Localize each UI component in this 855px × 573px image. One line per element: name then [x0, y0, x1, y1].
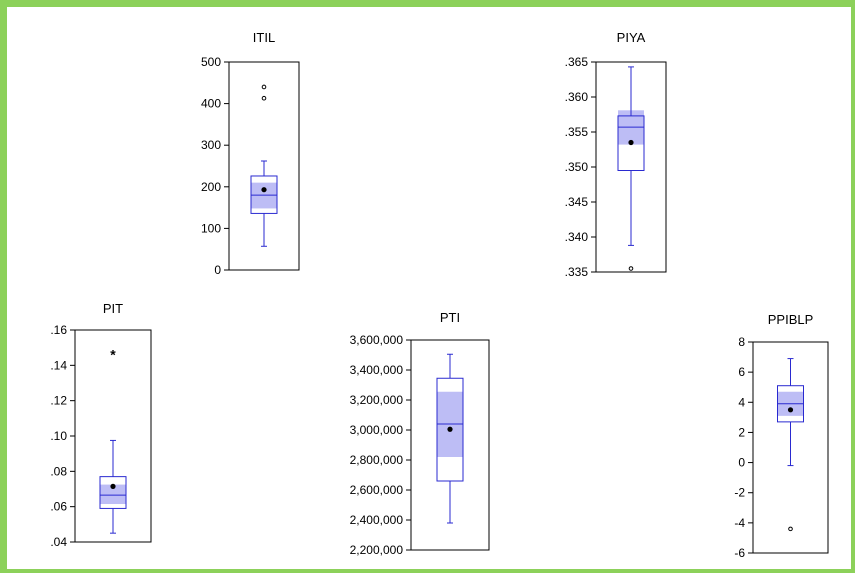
y-tick-label: 0 [738, 456, 745, 470]
y-tick-label: -6 [734, 546, 745, 560]
chart-title: PPIBLP [768, 312, 814, 327]
plot-area [752, 341, 829, 554]
y-tick-label: 3,400,000 [350, 363, 404, 377]
y-tick-label: 2,800,000 [350, 453, 404, 467]
y-tick-label: 200 [201, 180, 221, 194]
y-tick-label: .335 [565, 265, 589, 279]
chart-title: PIT [103, 301, 123, 316]
y-tick-label: 3,200,000 [350, 393, 404, 407]
panel-itil: ITIL 0 100 200 300 400 500 [201, 30, 300, 277]
y-tick-label: 6 [738, 365, 745, 379]
y-tick-label: .355 [565, 125, 589, 139]
panel-pti: PTI 2,200,000 2,400,000 2,600,000 2,800,000 3… [350, 310, 490, 557]
y-tick-label: 8 [738, 335, 745, 349]
y-tick-label: 500 [201, 55, 221, 69]
y-tick-label: 2,600,000 [350, 483, 404, 497]
y-tick-label: .360 [565, 90, 589, 104]
outlier-point [788, 526, 793, 532]
y-tick-label: .04 [50, 535, 67, 549]
panel-pit: PIT .04 .06 .08 .10 .12 .14 .16 * [50, 301, 152, 549]
y-tick-label: .08 [50, 464, 67, 478]
chart-title: ITIL [253, 30, 275, 45]
mean-point [447, 426, 453, 432]
y-tick-label: 3,000,000 [350, 423, 404, 437]
mean-point [787, 407, 794, 413]
plot-area [410, 339, 490, 551]
mean-point [628, 139, 634, 146]
panel-ppiblp: PPIBLP -6 -4 -2 0 2 4 6 8 [734, 312, 829, 560]
y-tick-label: 3,600,000 [350, 333, 404, 347]
y-tick-label: 4 [738, 395, 745, 409]
y-tick-label: 2,400,000 [350, 513, 404, 527]
outlier-point [261, 84, 267, 90]
y-tick-label: .345 [565, 195, 589, 209]
panel-piya: PIYA .335 .340 .345 .350 .355 .360 .365 [565, 30, 667, 279]
chart-title: PTI [440, 310, 460, 325]
confidence-band [100, 484, 126, 505]
y-tick-label: .340 [565, 230, 589, 244]
y-tick-label: .365 [565, 55, 589, 69]
outlier-point [261, 95, 267, 101]
y-tick-label: .14 [50, 358, 67, 372]
y-tick-label: 2,200,000 [350, 543, 404, 557]
y-tick-label: .350 [565, 160, 589, 174]
mean-point [261, 187, 267, 193]
plot-area [595, 61, 667, 273]
y-tick-label: 2 [738, 425, 745, 439]
outlier-point [628, 266, 634, 271]
chart-title: PIYA [617, 30, 646, 45]
plot-area [74, 329, 152, 543]
far-outlier-point: * [110, 347, 116, 363]
y-tick-label: 100 [201, 221, 221, 235]
y-tick-label: 400 [201, 97, 221, 111]
y-tick-label: .12 [50, 394, 67, 408]
y-tick-label: -2 [734, 486, 745, 500]
y-tick-label: -4 [734, 516, 745, 530]
mean-point [110, 483, 116, 489]
y-tick-label: .16 [50, 323, 67, 337]
y-tick-label: .06 [50, 500, 67, 514]
y-tick-label: 300 [201, 138, 221, 152]
plot-area [228, 61, 300, 271]
y-tick-label: 0 [214, 263, 221, 277]
y-tick-label: .10 [50, 429, 67, 443]
